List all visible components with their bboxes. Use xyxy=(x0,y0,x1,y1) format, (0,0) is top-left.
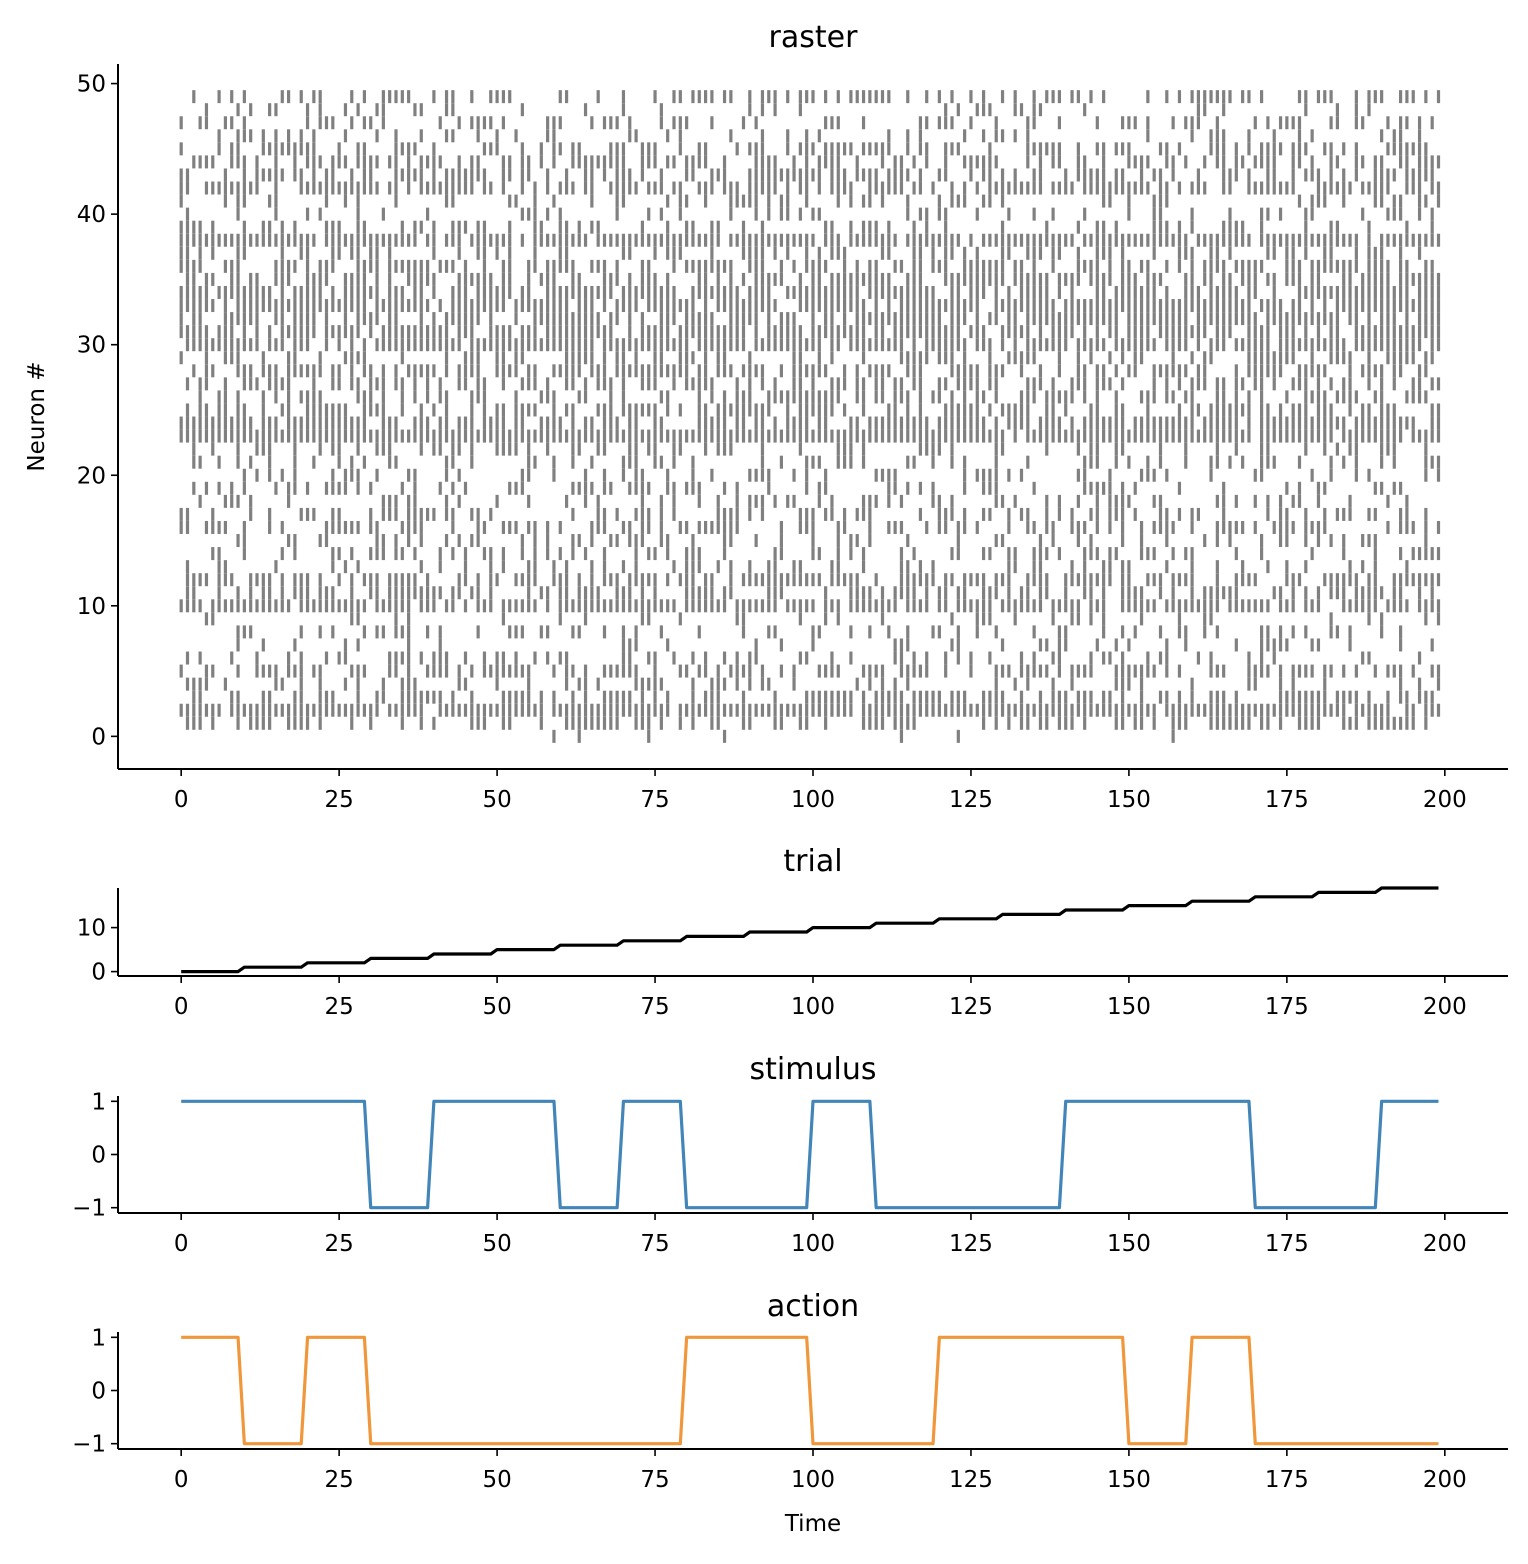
raster-spikes xyxy=(179,90,1441,743)
raster-title: raster xyxy=(769,20,859,55)
